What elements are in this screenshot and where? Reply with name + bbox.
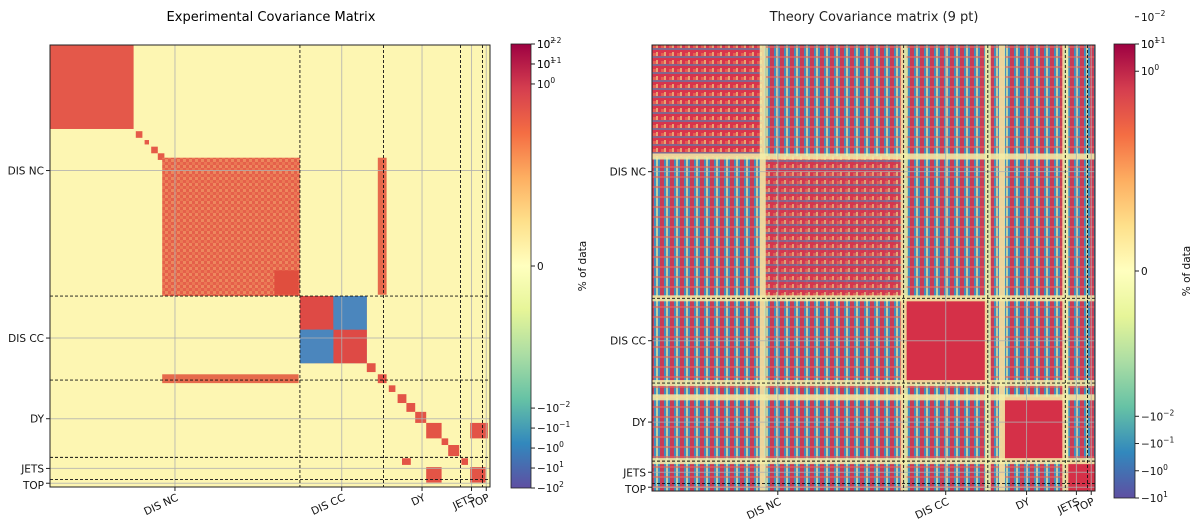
y-tick-label-jets: JETS xyxy=(622,467,646,479)
colorbar-tick-label-3: 10−2 xyxy=(1141,9,1166,24)
block-dis-cc-q2 xyxy=(333,329,367,364)
colorbar-gradient xyxy=(1113,43,1136,499)
diag2-square-1 xyxy=(377,374,387,384)
colorbar-tick-label-0: 101 xyxy=(1141,36,1159,51)
offdiag-dy-jets-a xyxy=(470,422,488,439)
block-dis-nc-corner xyxy=(274,270,299,295)
experimental-colorbar: 102 101 100 10−1 10−2 0 −10−2 −10−1 −100 −101 −102… xyxy=(510,36,589,495)
heatmap-frame xyxy=(49,44,491,488)
diag2-square-7 xyxy=(441,438,449,446)
y-tick-label-jets: JETS xyxy=(20,463,44,475)
diag2-square-0 xyxy=(366,363,376,373)
experimental-heatmap xyxy=(50,45,490,487)
y-tick-label-dis-nc: DIS NC xyxy=(610,167,646,179)
block-dis-nc-topleft xyxy=(50,45,134,129)
theory-band-v-3 xyxy=(998,45,1005,491)
theory-block-nc xyxy=(762,156,904,299)
colorbar-tick-label-7: −100 xyxy=(1141,463,1168,478)
y-tick-label-dis-nc: DIS NC xyxy=(8,166,44,178)
y-tick-label-dy: DY xyxy=(30,414,45,426)
diag2-square-8 xyxy=(448,445,460,457)
diag2-square-10 xyxy=(470,467,486,483)
theory-band-v-0 xyxy=(759,45,766,491)
colorbar-tick-label-4: 0 xyxy=(1141,266,1148,278)
colorbar-gradient xyxy=(510,43,532,489)
colorbar-tick-label-5: −10−2 xyxy=(1141,408,1174,423)
diag2-square-2 xyxy=(388,385,396,392)
block-dis-cc-q3 xyxy=(333,296,367,330)
left-chart-title: Experimental Covariance Matrix xyxy=(167,10,376,25)
theory-block-jets xyxy=(1065,461,1095,491)
theory-colorbar: 101 100 10−1 10−2 0 −10−2 −10−1 −100 −101 % of da… xyxy=(1113,9,1193,505)
x-tick-label-dis-cc: DIS CC xyxy=(913,496,951,522)
diag-square-0 xyxy=(135,131,143,138)
block-dis-cc-q4 xyxy=(299,329,334,364)
diag-square-3 xyxy=(157,153,165,160)
experimental-panel: Experimental Covariance Matrix DIS NC DIS… xyxy=(8,10,589,518)
theory-block-dy xyxy=(1001,397,1066,462)
colorbar-tick-label-3: 10−1 xyxy=(537,56,562,71)
theory-band-h-3 xyxy=(652,394,1095,401)
colorbar-tick-label-10: −102 xyxy=(537,480,564,495)
x-tick-label-dy: DY xyxy=(410,492,428,509)
colorbar-tick-label-1: 101 xyxy=(537,56,555,71)
colorbar-tick-label-2: 100 xyxy=(537,76,555,91)
theory-heatmap xyxy=(652,45,1095,491)
y-tick-label-dis-cc: DIS CC xyxy=(8,333,44,345)
diag-square-1 xyxy=(144,140,149,145)
colorbar-tick-label-8: −100 xyxy=(537,440,564,455)
y-tick-label-top: TOP xyxy=(624,484,646,496)
colorbar-label: % of data xyxy=(1181,246,1193,296)
colorbar-tick-label-5: 0 xyxy=(537,261,544,273)
colorbar-tick-label-9: −101 xyxy=(537,460,564,475)
diag2-square-6 xyxy=(426,422,442,439)
theory-block-topleft xyxy=(652,45,763,157)
colorbar-tick-label-8: −101 xyxy=(1141,490,1168,505)
y-tick-label-dis-cc: DIS CC xyxy=(610,336,646,348)
strip-nc-cc-col xyxy=(377,157,387,295)
y-tick-label-top: TOP xyxy=(22,480,44,492)
diag2-square-5 xyxy=(415,411,427,423)
x-tick-label-dis-nc: DIS NC xyxy=(745,496,783,522)
diag2-square-9 xyxy=(461,458,468,465)
block-dis-cc-q1 xyxy=(299,296,334,330)
colorbar-tick-label-4: 10−2 xyxy=(537,36,562,51)
heatmap-frame xyxy=(651,44,1096,492)
x-tick-label-dis-cc: DIS CC xyxy=(309,492,347,518)
diag2-square-3 xyxy=(397,394,407,404)
colorbar-tick-label-6: −10−2 xyxy=(537,400,570,415)
offdiag-dy-jets-b xyxy=(426,467,442,483)
colorbar-tick-label-7: −10−1 xyxy=(537,420,570,435)
colorbar-tick-label-6: −10−1 xyxy=(1141,436,1174,451)
colorbar-tick-label-2: 10−1 xyxy=(1141,36,1166,51)
theory-panel: Theory Covariance matrix (9 pt) DIS NC DI… xyxy=(610,9,1193,522)
x-tick-label-dy: DY xyxy=(1014,496,1032,513)
right-chart-title: Theory Covariance matrix (9 pt) xyxy=(769,10,979,25)
strip-nc-cc-row xyxy=(162,374,299,384)
colorbar-label: % of data xyxy=(577,241,589,291)
theory-band-h-0 xyxy=(652,153,1095,160)
colorbar-tick-label-0: 102 xyxy=(537,36,555,51)
offdiag-dy-jets-c xyxy=(402,458,411,465)
y-tick-label-dy: DY xyxy=(632,417,647,429)
x-tick-label-dis-nc: DIS NC xyxy=(142,492,180,518)
colorbar-tick-label-1: 100 xyxy=(1141,63,1159,78)
diag-square-2 xyxy=(151,146,158,154)
diag2-square-4 xyxy=(406,403,416,412)
